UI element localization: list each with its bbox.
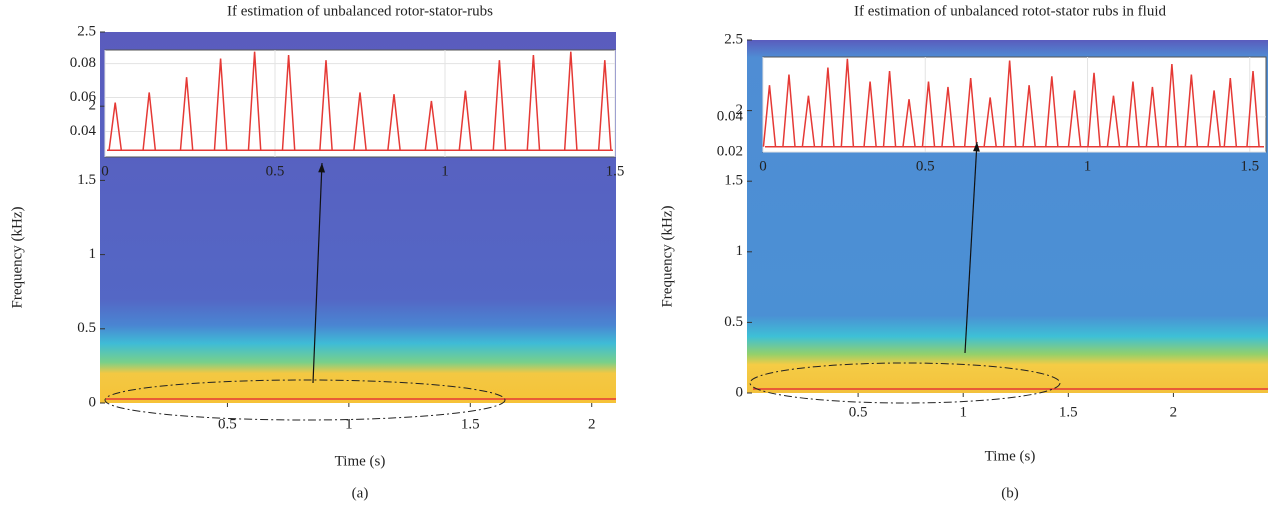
inset-peak (963, 78, 978, 147)
chart-title: If estimation of unbalanced rotot-stator… (854, 3, 1167, 19)
inset-peak (387, 94, 401, 151)
inset-peak (353, 92, 367, 151)
inset-peak (1184, 74, 1199, 147)
inset-x-tick-label: 1.5 (1240, 158, 1259, 174)
inset-peak (1106, 95, 1121, 147)
inset-peak (882, 71, 897, 147)
inset-peak (1087, 72, 1101, 147)
inset-x-tick-label: 1.5 (606, 163, 625, 179)
x-tick-label: 1 (345, 416, 353, 432)
inset-peak (1246, 71, 1260, 147)
y-tick-label: 0 (736, 384, 744, 400)
inset-peak (1165, 63, 1179, 147)
chart-title: If estimation of unbalanced rotor-stator… (227, 3, 493, 19)
inset-x-tick-label: 0 (759, 158, 767, 174)
inset-peak (108, 102, 123, 151)
inset-peak (179, 77, 194, 151)
inset-peak (782, 74, 796, 147)
inset-peak (563, 51, 578, 151)
inset-peak (142, 92, 157, 151)
y-tick-label: 0.5 (724, 314, 743, 330)
inset-peak (801, 95, 816, 147)
y-tick-label: 2 (89, 98, 97, 114)
inset-peak (1145, 86, 1160, 147)
x-tick-label: 2 (588, 416, 596, 432)
inset-peak (247, 51, 262, 151)
y-tick-label: 1.5 (77, 172, 96, 188)
inset-y-tick-label: 0.06 (70, 89, 97, 105)
arrow (312, 162, 323, 384)
inset-peak (921, 81, 936, 147)
x-tick-label: 0.5 (849, 404, 868, 420)
inset-x-tick-label: 0.5 (266, 163, 285, 179)
inset-peak (526, 55, 541, 151)
inset-peak (762, 85, 777, 147)
highlight-ellipse (104, 379, 506, 421)
x-tick-label: 1.5 (1059, 404, 1078, 420)
inset-y-tick-label: 0.02 (717, 143, 743, 159)
inset-peak (902, 99, 916, 147)
arrow-head (973, 142, 980, 152)
inset-peak (821, 67, 835, 147)
inset-y-tick-label: 0.04 (70, 123, 97, 139)
panel-label: (a) (352, 485, 369, 501)
y-tick-label: 1 (89, 246, 97, 262)
inset-peak (281, 55, 296, 151)
inset-peak (213, 58, 228, 151)
y-tick-label: 2 (736, 102, 744, 118)
x-tick-label: 1.5 (461, 416, 480, 432)
inset-peak (319, 60, 333, 151)
inset-peak (1022, 85, 1036, 147)
inset-peak (1207, 90, 1221, 147)
y-axis-label: Frequency (kHz) (659, 205, 675, 307)
inset-peak (424, 100, 439, 151)
panel-label: (b) (1001, 485, 1019, 501)
y-tick-label: 0.5 (77, 320, 96, 336)
y-tick-label: 2.5 (724, 31, 743, 47)
y-tick-label: 0 (89, 394, 97, 410)
inset-peak (1223, 78, 1238, 147)
inset-y-tick-label: 0.04 (717, 108, 744, 124)
y-tick-label: 1.5 (724, 173, 743, 189)
inset-peak (840, 58, 855, 147)
inset-peak (941, 86, 955, 147)
highlight-ellipse (749, 362, 1061, 404)
x-tick-label: 1 (959, 404, 967, 420)
arrow (964, 141, 978, 354)
inset-peak (492, 60, 507, 151)
inset-peak (1045, 76, 1059, 147)
inset-peak (1002, 60, 1017, 147)
y-tick-label: 1 (736, 243, 744, 259)
inset-x-tick-label: 1 (441, 163, 449, 179)
inset-peak (1067, 90, 1082, 147)
inset-x-tick-label: 1 (1084, 158, 1092, 174)
x-tick-label: 0.5 (218, 416, 237, 432)
inset-peak (1126, 81, 1140, 147)
y-tick-label: 2.5 (77, 23, 96, 39)
arrow-head (318, 163, 326, 173)
inset-x-tick-label: 0 (101, 163, 109, 179)
inset-peak (983, 97, 997, 147)
inset-peak (458, 90, 473, 151)
x-tick-label: 2 (1170, 404, 1178, 420)
inset-y-tick-label: 0.08 (70, 55, 96, 71)
y-axis-label: Frequency (kHz) (9, 206, 25, 308)
inset-peak (863, 81, 877, 147)
inset-peak (597, 60, 612, 151)
inset-x-tick-label: 0.5 (916, 158, 935, 174)
x-axis-label: Time (s) (985, 448, 1036, 464)
x-axis-label: Time (s) (335, 453, 386, 469)
